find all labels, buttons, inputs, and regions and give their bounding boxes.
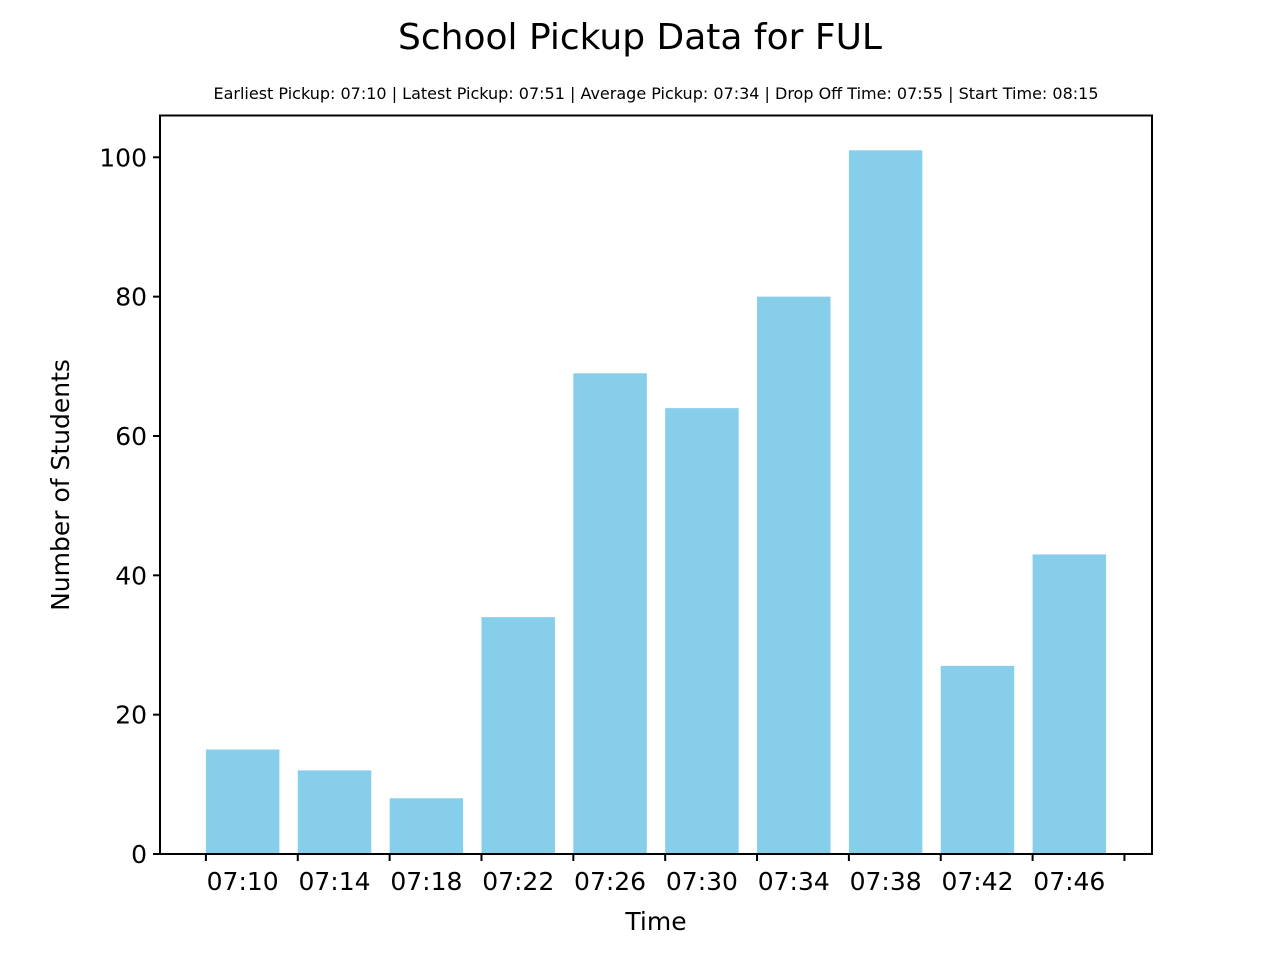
x-tick-label: 07:26 [574,867,646,896]
x-tick-label: 07:10 [207,867,279,896]
x-axis-ticks: 07:10 07:14 07:18 07:22 07:26 07:30 07:34 07:38… [204,854,1126,896]
x-tick-label: 07:38 [850,867,922,896]
y-axis-ticks: 0 20 40 60 80 100 [99,143,160,869]
y-tick-label: 20 [115,701,147,730]
bar-07:30 [665,408,739,854]
bar-07:26 [573,373,647,854]
y-tick-label: 0 [131,840,147,869]
bar-07:22 [481,617,555,854]
bar-07:18 [389,798,464,854]
bar-07:14 [297,770,372,854]
bar-07:34 [757,296,831,855]
x-tick-label: 07:18 [390,867,462,896]
bar-07:38 [848,150,923,854]
x-axis-label: Time [624,907,686,936]
x-tick-label: 07:34 [758,867,830,896]
y-axis-label: Number of Students [46,359,75,611]
y-tick-label: 80 [115,283,147,312]
x-tick-label: 07:46 [1033,867,1105,896]
bar-07:42 [940,665,1015,854]
x-tick-label: 07:22 [482,867,554,896]
x-tick-label: 07:42 [941,867,1013,896]
bars-group [205,150,1107,855]
bar-07:46 [1032,554,1107,854]
x-tick-label: 07:30 [666,867,738,896]
y-tick-label: 100 [99,143,147,172]
chart-title: School Pickup Data for FUL [398,17,882,58]
plot-frame [159,114,1153,855]
y-tick-label: 60 [115,422,147,451]
x-tick-label: 07:14 [298,867,370,896]
bar-07:10 [205,749,280,854]
chart-subtitle: Earliest Pickup: 07:10 | Latest Pickup: … [213,84,1098,103]
y-tick-label: 40 [115,561,147,590]
